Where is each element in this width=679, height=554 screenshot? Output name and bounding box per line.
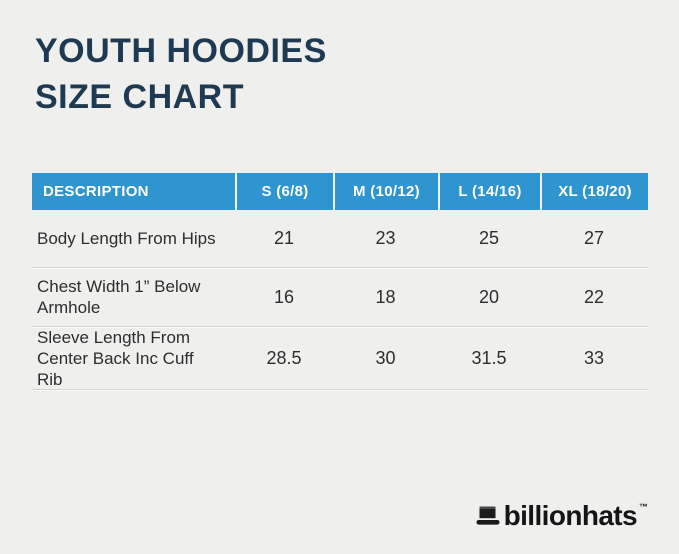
table-row: Chest Width 1” Below Armhole 16 18 20 22	[32, 268, 648, 327]
header-cell-m: M (10/12)	[333, 173, 438, 210]
row-value: 20	[478, 286, 500, 307]
row-value: 23	[375, 228, 396, 248]
row-label-text: Body Length From Hips	[37, 229, 216, 248]
header-cell-description: DESCRIPTION	[43, 183, 149, 200]
brand-name: billionhats	[503, 500, 638, 531]
trademark-symbol: ™	[639, 502, 648, 512]
top-hat-icon	[476, 506, 500, 525]
size-table: DESCRIPTION S (6/8) M (10/12) L (14/16) …	[32, 173, 648, 390]
header-cell-s: S (6/8)	[235, 173, 333, 210]
row-value: 18	[375, 286, 396, 307]
row-value: 28.5	[266, 347, 302, 368]
row-label: Sleeve Length From Center Back Inc Cuff …	[32, 327, 235, 390]
row-value: 27	[583, 228, 605, 248]
row-value: 33	[583, 347, 605, 368]
row-label: Chest Width 1” Below Armhole	[32, 276, 235, 318]
row-label-text: Sleeve Length From Center Back Inc Cuff …	[37, 327, 194, 389]
row-value: 25	[478, 228, 500, 248]
page-title-line1: YOUTH HOODIES	[35, 32, 327, 70]
row-value: 16	[273, 286, 295, 307]
row-value: 22	[583, 286, 605, 307]
table-row: Sleeve Length From Center Back Inc Cuff …	[32, 327, 648, 390]
table-row: Body Length From Hips 21 23 25 27	[32, 210, 648, 268]
row-label: Body Length From Hips	[32, 228, 235, 249]
size-table-header: DESCRIPTION S (6/8) M (10/12) L (14/16) …	[32, 173, 648, 210]
row-value: 30	[375, 347, 396, 368]
row-value: 31.5	[471, 347, 507, 368]
row-label-text: Chest Width 1” Below Armhole	[37, 277, 201, 317]
header-cell-l: L (14/16)	[438, 173, 540, 210]
page-title-line2: SIZE CHART	[35, 78, 244, 116]
brand-logo: billionhats ™	[476, 502, 650, 530]
row-value: 21	[273, 228, 295, 248]
page-title: YOUTH HOODIES SIZE CHART	[35, 28, 327, 120]
header-cell-xl: XL (18/20)	[540, 173, 648, 210]
